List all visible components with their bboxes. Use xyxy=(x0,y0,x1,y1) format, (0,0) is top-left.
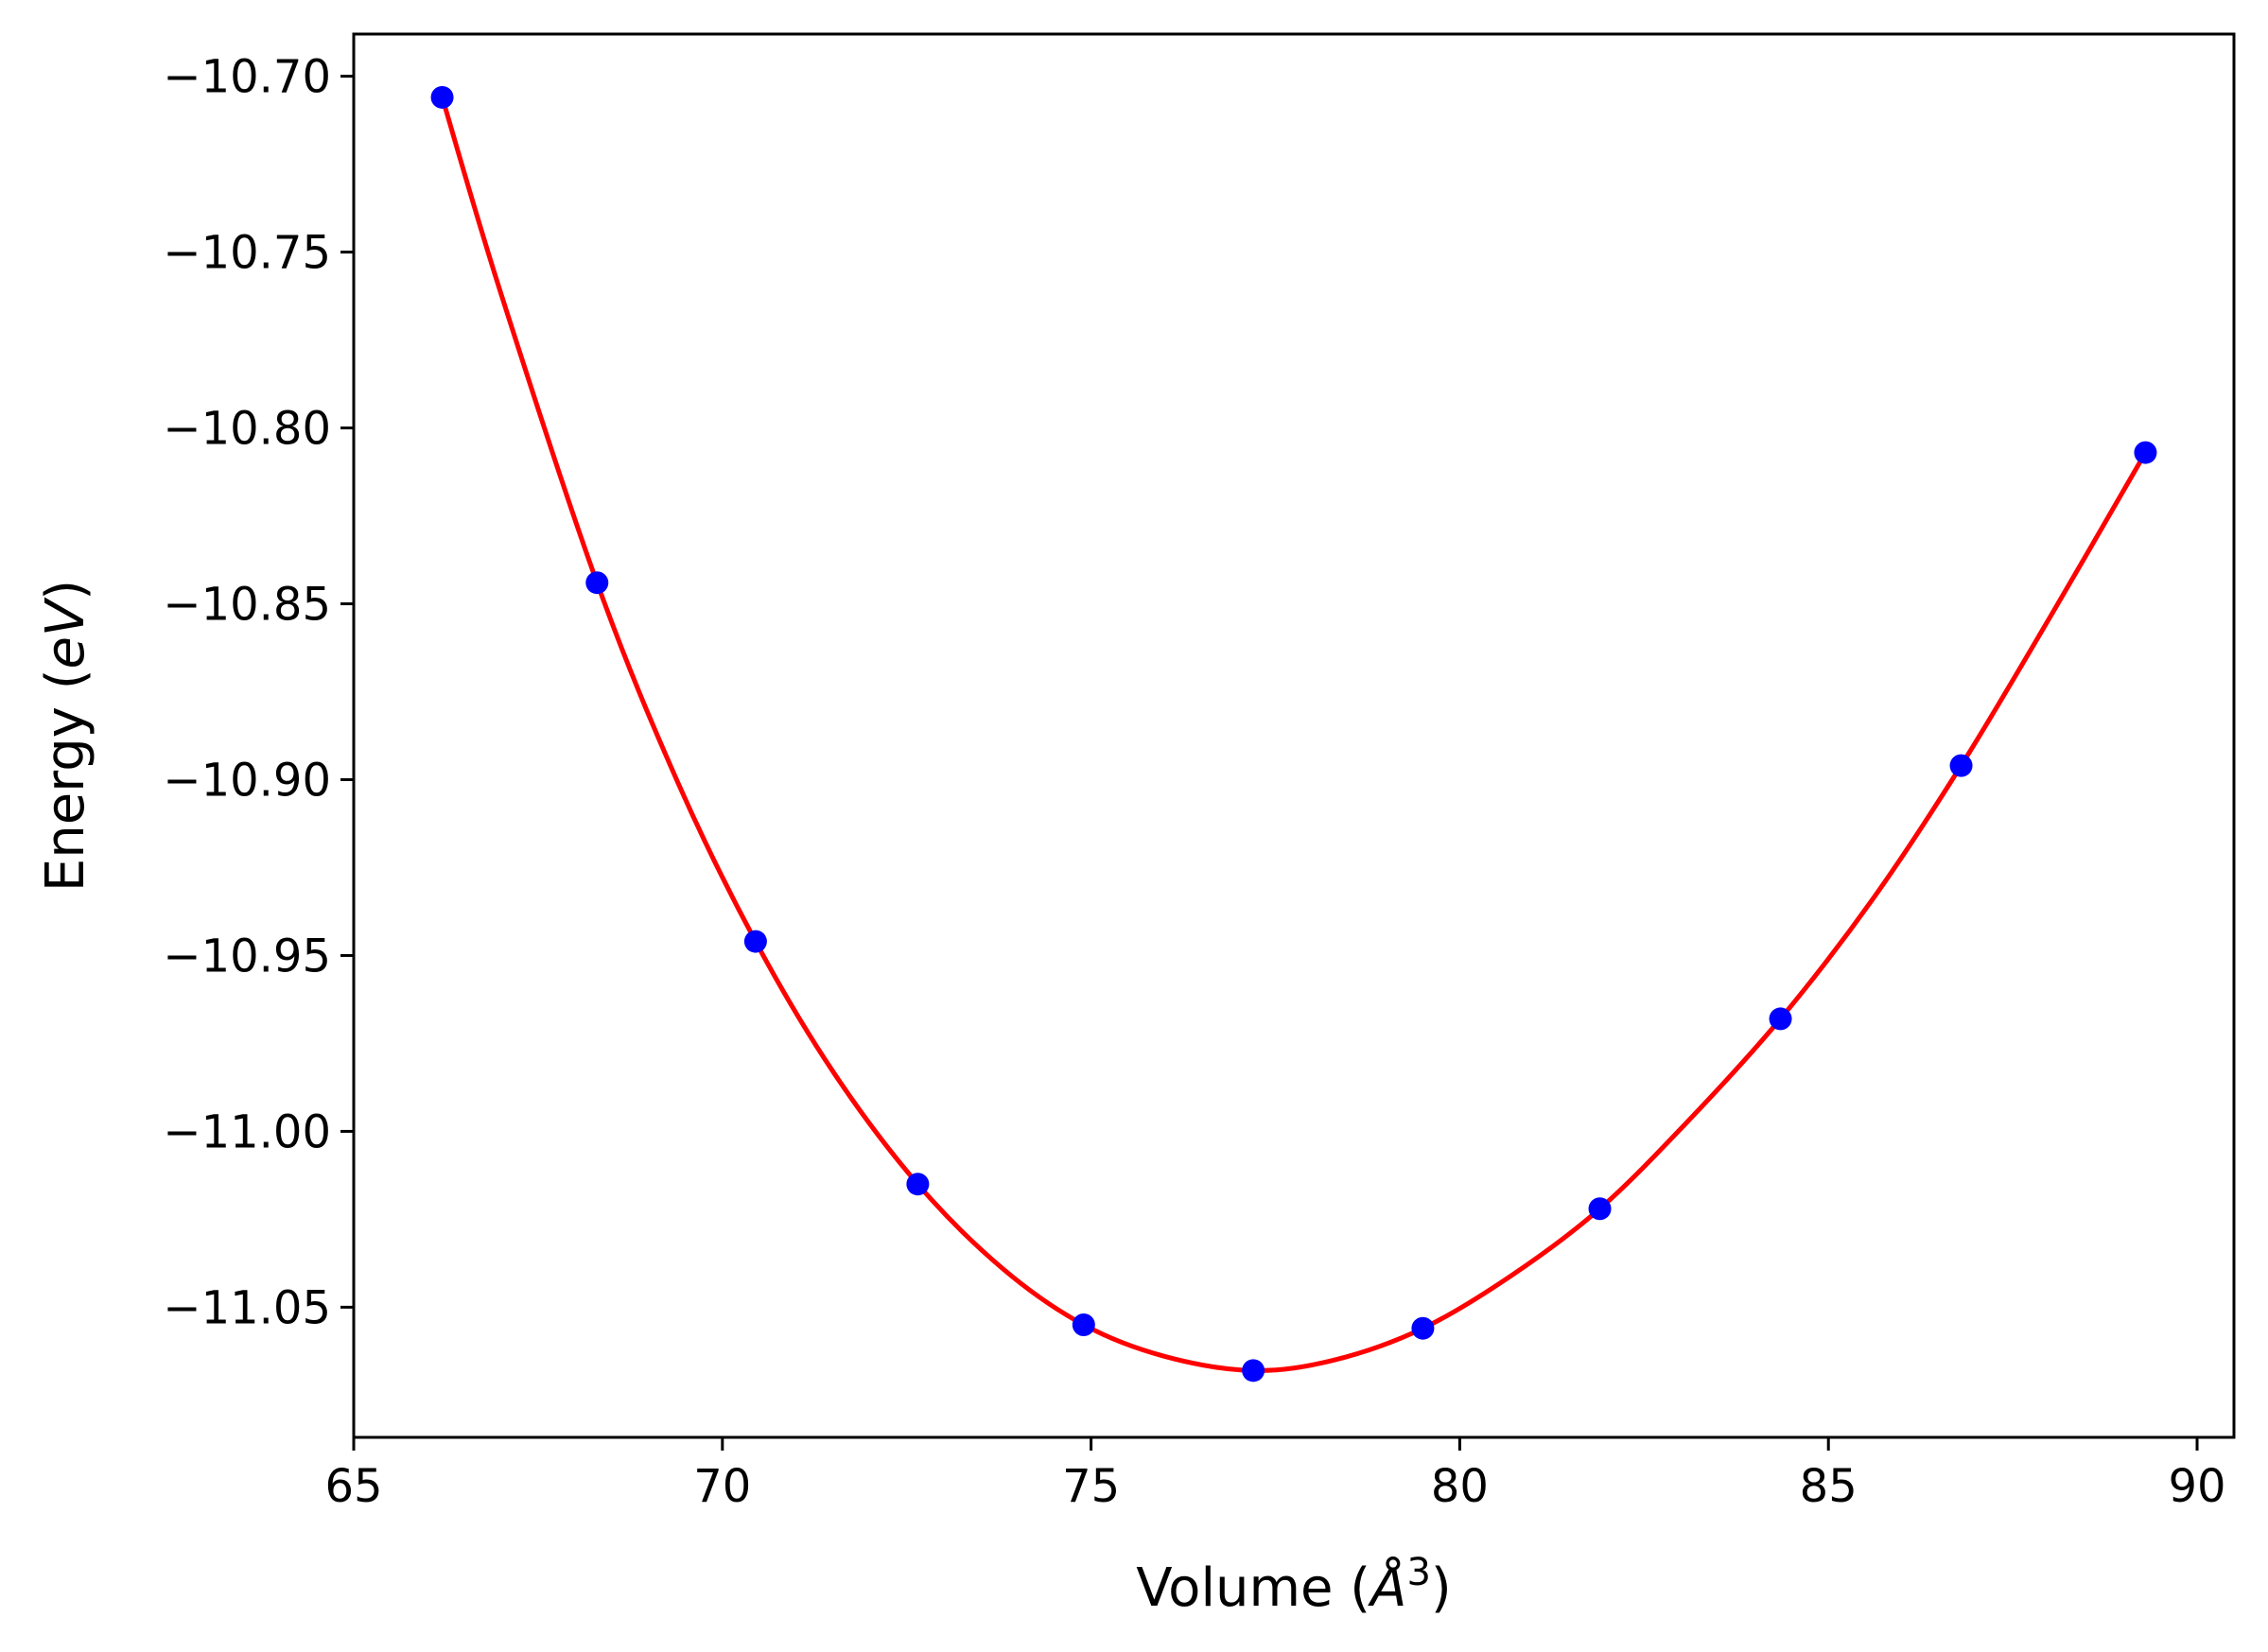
x-tick-label: 80 xyxy=(1431,1460,1489,1513)
x-tick-label: 85 xyxy=(1800,1460,1858,1513)
data-point xyxy=(430,85,454,109)
y-tick-label: −10.80 xyxy=(163,403,331,456)
plot-area xyxy=(430,85,2157,1382)
x-axis-label: Volume (Å3) xyxy=(1136,1551,1452,1619)
x-tick-label: 75 xyxy=(1062,1460,1120,1513)
x-tick-label: 70 xyxy=(693,1460,751,1513)
data-point xyxy=(1072,1313,1095,1336)
data-point xyxy=(1588,1197,1612,1221)
data-point xyxy=(1411,1316,1435,1340)
x-tick-label: 90 xyxy=(2168,1460,2225,1513)
y-tick-label: −10.85 xyxy=(163,579,331,632)
x-axis-ticks: 65 70 75 80 85 90 xyxy=(324,1437,2226,1513)
y-axis-ticks: −10.70 −10.75 −10.80 −10.85 −10.90 −10.95 −11.… xyxy=(163,51,354,1334)
y-tick-label: −10.70 xyxy=(163,51,331,104)
y-tick-label: −10.90 xyxy=(163,754,331,807)
y-axis-label: Energy (eV) xyxy=(35,580,96,892)
x-tick-label: 65 xyxy=(324,1460,382,1513)
y-tick-label: −11.05 xyxy=(163,1281,331,1334)
data-point xyxy=(1949,754,1973,777)
data-point xyxy=(1769,1007,1792,1031)
data-point xyxy=(1242,1359,1265,1382)
plot-frame xyxy=(352,32,2236,1439)
y-tick-label: −10.75 xyxy=(163,227,331,280)
y-tick-label: −11.00 xyxy=(163,1105,331,1158)
fit-curve-line xyxy=(440,96,2148,1373)
data-point xyxy=(585,571,609,595)
data-point xyxy=(2134,441,2157,464)
data-point xyxy=(906,1173,930,1196)
y-tick-label: −10.95 xyxy=(163,930,331,983)
data-point xyxy=(743,930,767,953)
